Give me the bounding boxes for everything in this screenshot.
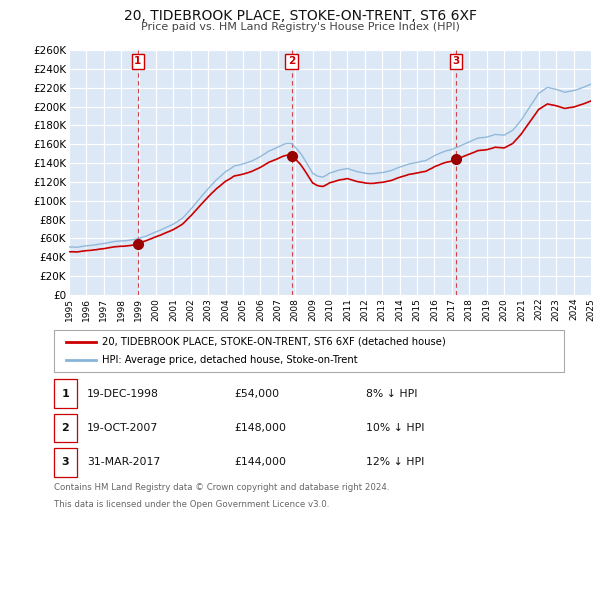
Text: £54,000: £54,000	[234, 389, 279, 399]
Text: 12% ↓ HPI: 12% ↓ HPI	[366, 457, 424, 467]
Text: 19-DEC-1998: 19-DEC-1998	[87, 389, 159, 399]
Text: 31-MAR-2017: 31-MAR-2017	[87, 457, 160, 467]
Text: Price paid vs. HM Land Registry's House Price Index (HPI): Price paid vs. HM Land Registry's House …	[140, 22, 460, 32]
Text: 2: 2	[62, 423, 69, 433]
Text: This data is licensed under the Open Government Licence v3.0.: This data is licensed under the Open Gov…	[54, 500, 329, 509]
Text: 1: 1	[134, 57, 142, 67]
Text: 20, TIDEBROOK PLACE, STOKE-ON-TRENT, ST6 6XF: 20, TIDEBROOK PLACE, STOKE-ON-TRENT, ST6…	[124, 9, 476, 23]
Text: 8% ↓ HPI: 8% ↓ HPI	[366, 389, 418, 399]
Text: HPI: Average price, detached house, Stoke-on-Trent: HPI: Average price, detached house, Stok…	[102, 355, 358, 365]
Text: 3: 3	[62, 457, 69, 467]
Text: 3: 3	[452, 57, 460, 67]
Text: Contains HM Land Registry data © Crown copyright and database right 2024.: Contains HM Land Registry data © Crown c…	[54, 483, 389, 491]
Text: 19-OCT-2007: 19-OCT-2007	[87, 423, 158, 433]
Text: £148,000: £148,000	[234, 423, 286, 433]
Text: 2: 2	[288, 57, 295, 67]
Text: 10% ↓ HPI: 10% ↓ HPI	[366, 423, 425, 433]
Text: 20, TIDEBROOK PLACE, STOKE-ON-TRENT, ST6 6XF (detached house): 20, TIDEBROOK PLACE, STOKE-ON-TRENT, ST6…	[102, 337, 446, 347]
Text: 1: 1	[62, 389, 69, 399]
Text: £144,000: £144,000	[234, 457, 286, 467]
